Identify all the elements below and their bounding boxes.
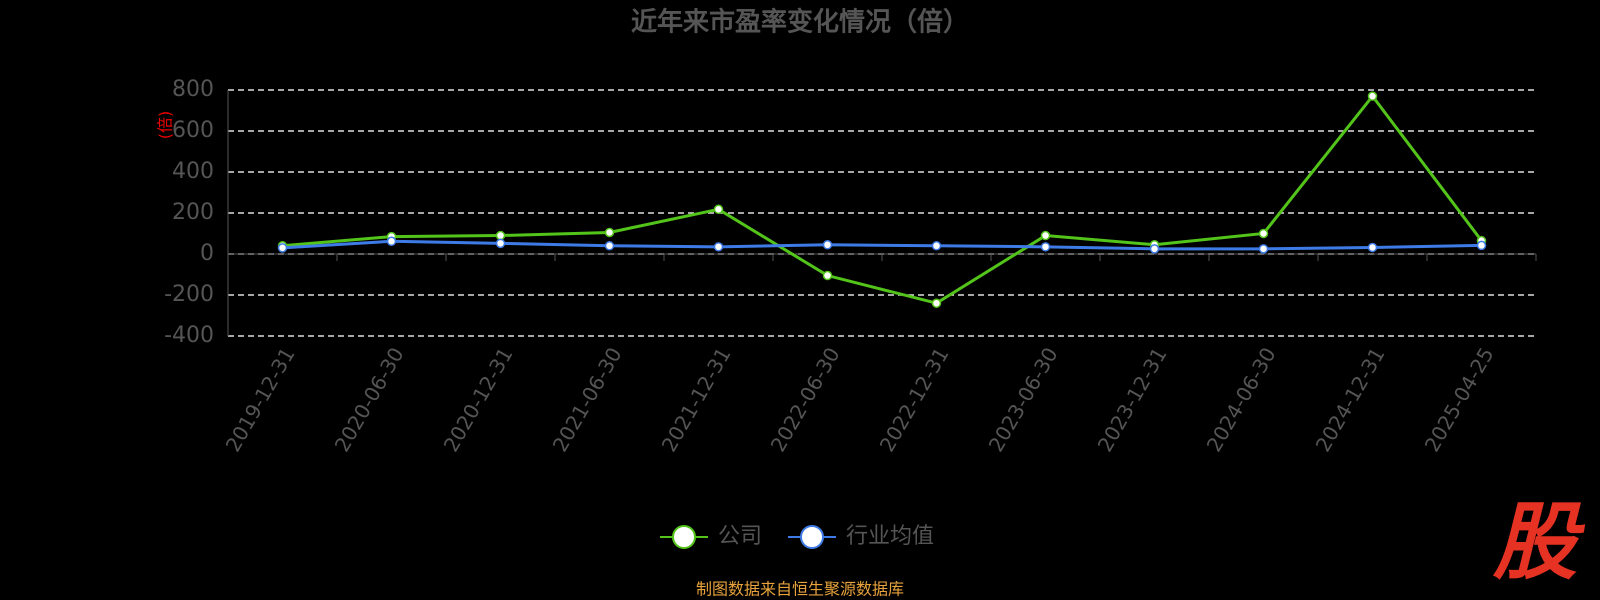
data-point: [1258, 228, 1269, 239]
source-note: 制图数据来自恒生聚源数据库: [696, 580, 904, 599]
data-point: [604, 241, 615, 251]
data-point: [822, 270, 833, 281]
x-tick-label: 2021-12-31: [657, 343, 736, 456]
y-axis-label: (倍): [156, 111, 175, 140]
data-point: [931, 241, 942, 251]
data-point: [713, 204, 724, 215]
x-tick-label: 2024-12-31: [1311, 343, 1390, 456]
chart-title: 近年来市盈率变化情况（倍）: [631, 7, 969, 38]
y-tick-label: 800: [172, 77, 214, 102]
series-line: [282, 239, 1482, 251]
legend-label: 公司: [718, 524, 762, 549]
x-tick-label: 2023-12-31: [1093, 343, 1172, 456]
data-point: [931, 298, 942, 308]
x-tick-label: 2019-12-31: [221, 343, 300, 456]
data-point: [495, 238, 506, 249]
logo: 股: [1492, 493, 1586, 591]
y-tick-label: -200: [164, 282, 214, 307]
x-tick-label: 2024-06-30: [1202, 343, 1281, 456]
x-tick-label: 2020-06-30: [330, 343, 409, 456]
y-tick-label: 0: [200, 241, 214, 266]
data-point: [1367, 91, 1378, 101]
x-tick-label: 2020-12-31: [439, 343, 518, 456]
data-point: [277, 243, 288, 253]
data-point: [1040, 230, 1051, 241]
y-tick-label: -400: [164, 323, 214, 348]
legend-marker: [672, 525, 696, 549]
data-point: [386, 236, 397, 247]
x-tick-label: 2023-06-30: [984, 343, 1063, 456]
x-tick-label: 2022-06-30: [766, 343, 845, 456]
data-point: [713, 242, 724, 252]
y-tick-label: 600: [172, 118, 214, 143]
y-tick-label: 200: [172, 200, 214, 225]
x-tick-label: 2022-12-31: [875, 343, 954, 456]
data-point: [1476, 240, 1487, 251]
data-point: [822, 240, 833, 250]
data-point: [1040, 242, 1051, 252]
series-line: [282, 93, 1483, 305]
legend-label: 行业均值: [846, 524, 934, 549]
data-point: [495, 230, 506, 241]
data-point: [604, 227, 615, 238]
legend-marker: [800, 525, 824, 549]
data-point: [1149, 244, 1160, 254]
x-tick-label: 2025-04-25: [1420, 343, 1499, 456]
y-tick-label: 400: [172, 159, 214, 184]
data-point: [1258, 244, 1269, 254]
data-point: [1367, 242, 1378, 253]
x-tick-label: 2021-06-30: [548, 343, 627, 456]
